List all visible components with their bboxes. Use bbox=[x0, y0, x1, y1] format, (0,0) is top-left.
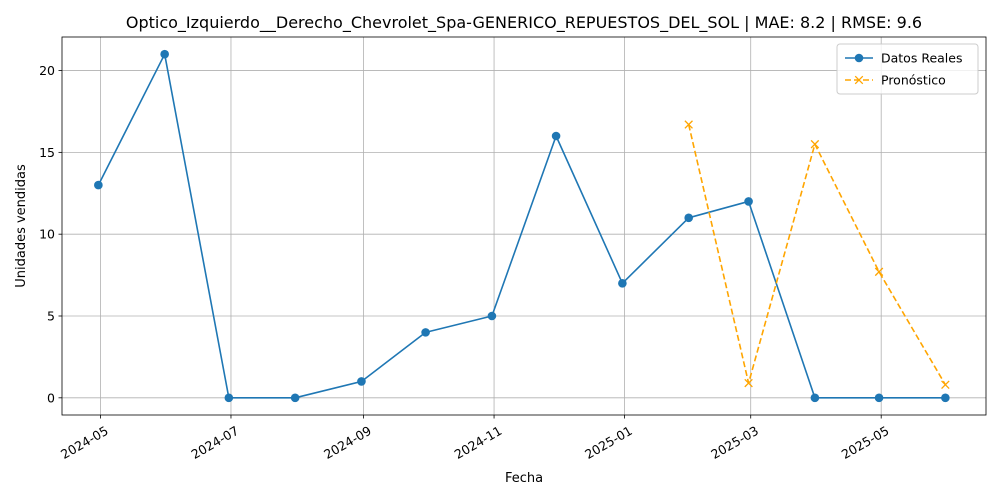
data-point bbox=[874, 393, 884, 403]
series-pronostico bbox=[684, 120, 950, 389]
marker-stroke bbox=[744, 378, 753, 388]
chart-title: Optico_Izquierdo__Derecho_Chevrolet_Spa-… bbox=[126, 13, 922, 33]
data-point bbox=[290, 393, 300, 403]
grid bbox=[62, 37, 986, 415]
legend-item: Pronóstico bbox=[845, 73, 946, 88]
series-datos-reales bbox=[94, 49, 950, 403]
y-tick-label: 10 bbox=[39, 227, 55, 242]
data-point bbox=[684, 213, 693, 223]
marker-stroke bbox=[941, 380, 950, 389]
legend-marker bbox=[854, 75, 864, 85]
data-point bbox=[618, 278, 627, 288]
legend-box bbox=[836, 43, 979, 95]
y-tick-label: 0 bbox=[47, 390, 55, 405]
data-point bbox=[684, 120, 693, 129]
data-point bbox=[357, 377, 366, 386]
plot-frame bbox=[61, 36, 987, 416]
y-tick-label: 20 bbox=[39, 63, 55, 78]
data-point bbox=[487, 311, 497, 321]
legend-label: Pronóstico bbox=[881, 73, 946, 88]
marker-stroke bbox=[684, 120, 693, 129]
legend-marker bbox=[854, 53, 864, 63]
legend-items: Datos Reales Pronóstico bbox=[845, 51, 962, 88]
series-line bbox=[97, 53, 946, 399]
y-tick-label: 15 bbox=[39, 145, 55, 160]
legend-item: Datos Reales bbox=[845, 51, 962, 66]
data-point bbox=[941, 393, 950, 403]
data-point bbox=[810, 393, 820, 403]
data-point bbox=[744, 197, 753, 206]
data-point bbox=[874, 267, 884, 277]
data-point bbox=[224, 393, 234, 403]
legend-label: Datos Reales bbox=[881, 51, 962, 66]
marker-stroke bbox=[874, 267, 884, 277]
data-point bbox=[421, 328, 430, 337]
data-point bbox=[551, 131, 561, 141]
legend: Datos Reales Pronóstico bbox=[836, 43, 979, 95]
y-axis-label: Unidades vendidas bbox=[14, 164, 29, 288]
data-point bbox=[941, 380, 950, 389]
data-point bbox=[810, 139, 820, 149]
data-point bbox=[160, 49, 169, 59]
marker-stroke bbox=[810, 139, 820, 149]
data-point bbox=[744, 378, 753, 388]
series-layer bbox=[94, 49, 950, 403]
y-tick-label: 5 bbox=[47, 309, 55, 324]
x-axis-label: Fecha bbox=[505, 471, 543, 486]
data-point bbox=[94, 180, 103, 190]
